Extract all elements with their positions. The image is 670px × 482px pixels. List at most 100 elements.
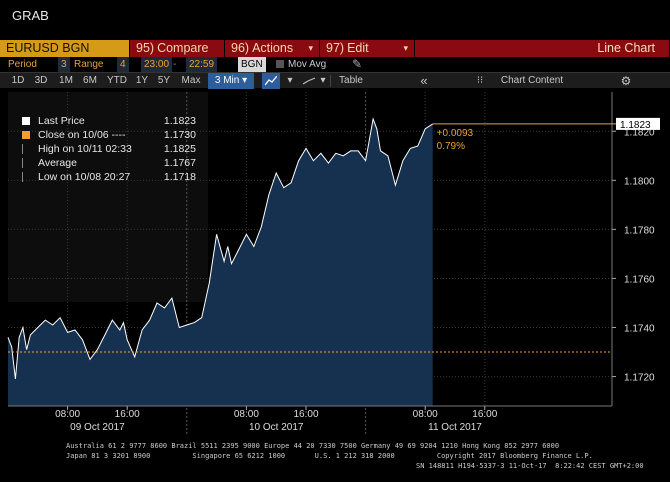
edit-label: Edit: [347, 41, 369, 55]
range-5y-button[interactable]: 5Y: [157, 75, 171, 86]
y-tick-label: 1.1800: [624, 176, 655, 187]
compare-menu[interactable]: 95) Compare: [130, 40, 225, 57]
end-time-field[interactable]: 22:59: [186, 57, 218, 72]
legend-row-last-price[interactable]: Last Price 1.1823: [16, 114, 196, 128]
line-chart-icon[interactable]: [262, 73, 280, 89]
legend-value: 1.1730: [163, 129, 196, 141]
y-tick-label: 1.1780: [624, 225, 655, 236]
chart-legend: Last Price 1.1823 Close on 10/06 ---- 1.…: [16, 114, 196, 184]
dropdown-arrow-icon: ▾: [403, 43, 408, 53]
price-line: [7, 117, 433, 380]
range-1m-button[interactable]: 1M: [59, 75, 73, 86]
last-price-tag: 1.1823: [620, 120, 651, 131]
legend-value: 1.1767: [163, 157, 196, 169]
legend-swatch: [22, 117, 30, 125]
range-label: Range: [74, 59, 104, 70]
mov-avg-checkbox[interactable]: [276, 60, 284, 68]
collapse-icon[interactable]: «: [420, 73, 428, 88]
x-tick-label: 16:00: [115, 409, 140, 420]
chart-content-button[interactable]: Chart Content: [500, 75, 564, 86]
legend-row-close[interactable]: Close on 10/06 ---- 1.1730: [16, 128, 196, 142]
y-tick-label: 1.1820: [624, 127, 655, 138]
legend-row-low[interactable]: Low on 10/08 20:27 1.1718: [16, 170, 196, 184]
period-field[interactable]: 3: [58, 57, 70, 72]
menu-bar: EURUSD BGN Curncy 95)Compare 96)Actions …: [0, 40, 670, 72]
edit-shortcut: 97): [326, 41, 345, 55]
x-day-label: 10 Oct 2017: [249, 422, 304, 433]
legend-row-average[interactable]: Average 1.1767: [16, 156, 196, 170]
y-tick-label: 1.1760: [624, 274, 655, 285]
change-annotation: 1.1823 +0.0093 0.79%: [432, 117, 660, 152]
footer-contacts-line: Australia 61 2 9777 8600 Brazil 5511 239…: [66, 442, 560, 450]
ticker-field[interactable]: EURUSD BGN Curncy: [0, 40, 130, 72]
source-field[interactable]: BGN: [238, 57, 266, 72]
legend-marker: [22, 144, 28, 154]
mov-avg-label: Mov Avg: [288, 59, 327, 70]
legend-swatch: [22, 131, 30, 139]
toolbar-divider: [330, 75, 331, 87]
start-time-field[interactable]: 23:00: [141, 57, 173, 72]
interval-label: 3 Min: [214, 75, 240, 86]
range-max-button[interactable]: Max: [181, 75, 201, 86]
legend-row-high[interactable]: High on 10/11 02:33 1.1825: [16, 142, 196, 156]
y-axis: 1.1720 1.1740 1.1760 1.1780 1.1800 1.1820: [611, 92, 655, 406]
y-tick-label: 1.1740: [624, 324, 655, 335]
gear-icon[interactable]: ⚙: [620, 74, 632, 88]
window-title: GRAB: [12, 8, 49, 23]
x-axis: 08:00 16:00 08:00 16:00 08:00 16:00 09 Oct 201…: [8, 405, 612, 433]
x-tick-label: 08:00: [413, 409, 438, 420]
chart-area: 1.1720 1.1740 1.1760 1.1780 1.1800 1.1820 08:…: [0, 88, 670, 436]
dropdown-arrow-icon: ▾: [308, 43, 313, 53]
price-area: [7, 117, 433, 406]
range-ytd-button[interactable]: YTD: [107, 75, 127, 86]
period-bar: Period 3 Range 4 23:00 - 22:59 BGN Mov A…: [0, 57, 670, 72]
legend-label: Average: [38, 157, 77, 169]
chart-type-menu[interactable]: Line Chart: [415, 40, 670, 57]
x-day-label: 09 Oct 2017: [70, 422, 125, 433]
range-dash: -: [173, 59, 177, 70]
footer: Australia 61 2 9777 8600 Brazil 5511 239…: [0, 438, 670, 482]
x-tick-label: 16:00: [472, 409, 497, 420]
range-6m-button[interactable]: 6M: [83, 75, 97, 86]
plot-band: [8, 92, 208, 302]
interval-dropdown[interactable]: 3 Min ▾: [208, 73, 254, 89]
compare-label: Compare: [157, 41, 209, 55]
x-tick-label: 16:00: [293, 409, 318, 420]
y-tick-label: 1.1720: [624, 373, 655, 384]
compare-shortcut: 95): [136, 41, 155, 55]
range-1d-button[interactable]: 1D: [11, 75, 25, 86]
legend-label: Low on 10/08 20:27: [38, 171, 131, 183]
dots-grid-icon[interactable]: ⁝⁝: [476, 75, 484, 86]
x-tick-label: 08:00: [234, 409, 259, 420]
legend-label: Last Price: [38, 115, 85, 127]
range-3d-button[interactable]: 3D: [34, 75, 48, 86]
legend-value: 1.1823: [163, 115, 196, 127]
x-tick-label: 08:00: [55, 409, 80, 420]
window-titlebar: GRAB: [0, 0, 670, 38]
change-value: +0.0093: [437, 128, 474, 139]
legend-label: High on 10/11 02:33: [38, 143, 132, 155]
range-1y-button[interactable]: 1Y: [135, 75, 149, 86]
legend-marker: [22, 172, 28, 182]
annotate-line-icon[interactable]: [300, 73, 318, 89]
change-percent: 0.79%: [437, 141, 465, 152]
range-toolbar: 1D 3D 1M 6M YTD 1Y 5Y Max 3 Min ▾ ▾ ▾ Ta…: [0, 72, 670, 89]
footer-contacts-line-2: Japan 81 3 3201 8900 Singapore 65 6212 1…: [66, 452, 593, 460]
pencil-icon[interactable]: ✎: [352, 57, 363, 71]
actions-label: Actions: [252, 41, 294, 55]
legend-label: Close on 10/06 ----: [38, 129, 126, 141]
price-area-fill: [8, 119, 433, 406]
table-button[interactable]: Table: [339, 75, 363, 86]
range-field[interactable]: 4: [117, 57, 129, 72]
legend-value: 1.1825: [163, 143, 196, 155]
edit-menu[interactable]: 97) Edit ▾: [320, 40, 415, 57]
legend-marker: [22, 158, 28, 168]
actions-menu[interactable]: 96) Actions ▾: [225, 40, 320, 57]
annotate-dropdown[interactable]: ▾: [320, 75, 326, 86]
chart-style-dropdown[interactable]: ▾: [287, 75, 293, 86]
price-chart: 1.1720 1.1740 1.1760 1.1780 1.1800 1.1820 08:…: [7, 92, 660, 434]
legend-value: 1.1718: [163, 171, 196, 183]
actions-shortcut: 96): [231, 41, 250, 55]
period-label: Period: [8, 59, 37, 70]
footer-session-line: SN 148811 H194-5337-3 11-Oct-17 8:22:42 …: [416, 462, 644, 470]
